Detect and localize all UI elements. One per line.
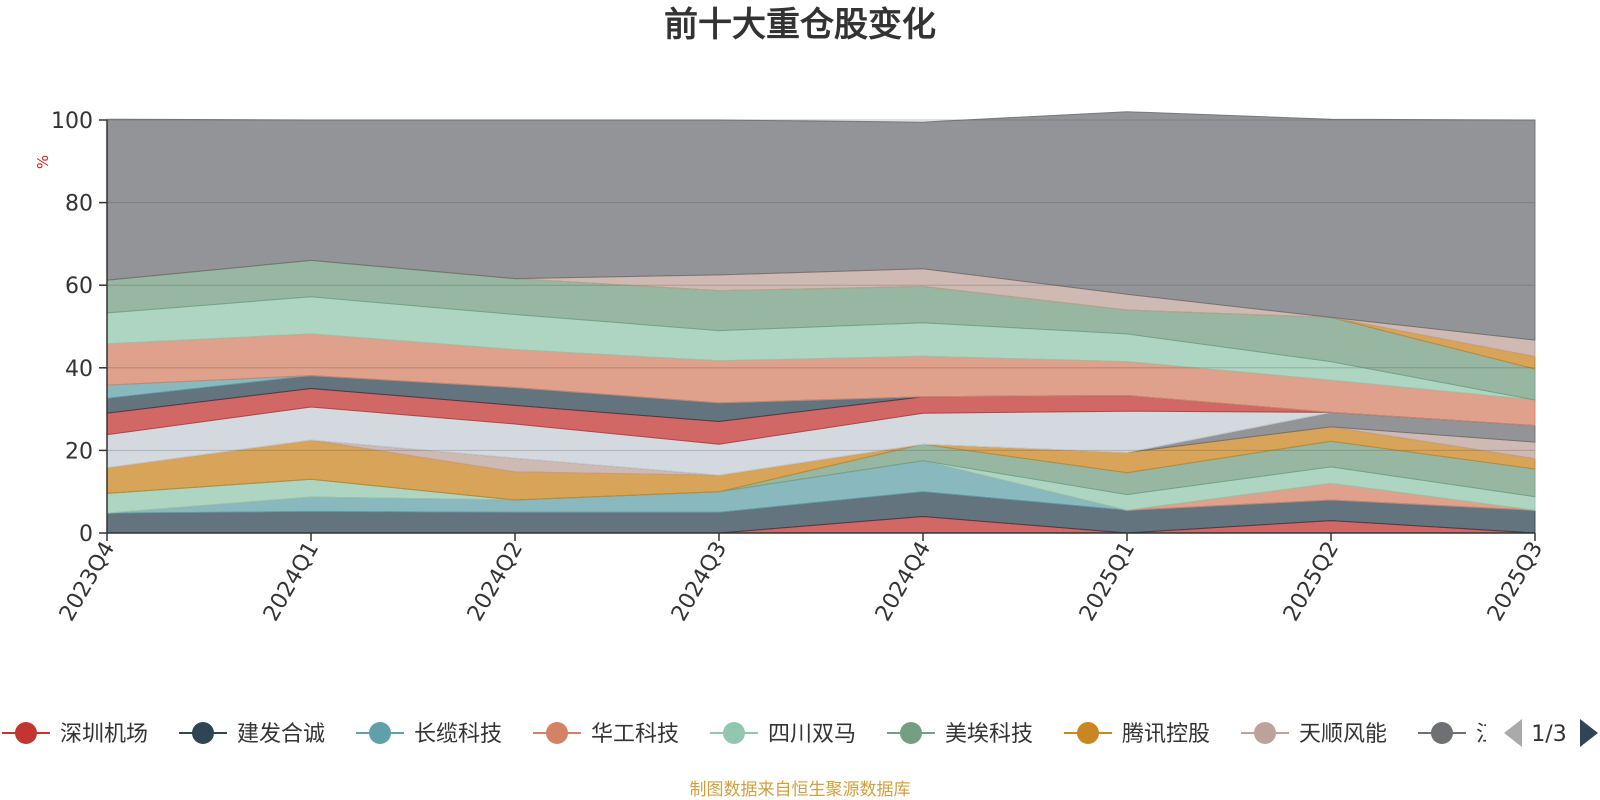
legend-label: 深圳机场 (60, 722, 148, 747)
x-tick-label: 2025Q3 (1483, 538, 1548, 626)
legend-item[interactable]: 江波龙 (1418, 722, 1542, 747)
legend-marker-icon (1077, 722, 1099, 744)
x-tick-label: 2024Q2 (463, 538, 528, 626)
legend-label: 江波龙 (1476, 722, 1542, 747)
x-tick-label: 2024Q4 (871, 538, 936, 626)
legend-label: 华工科技 (591, 722, 679, 747)
legend-marker-icon (192, 722, 214, 744)
legend-item[interactable]: 华工科技 (533, 722, 679, 747)
legend-item[interactable]: 美埃科技 (887, 722, 1033, 747)
y-axis-label: % (34, 155, 52, 169)
legend-item[interactable]: 长缆科技 (356, 722, 502, 747)
legend-item[interactable]: 四川双马 (710, 722, 856, 747)
x-tick-label: 2024Q1 (259, 538, 324, 626)
legend-label: 建发合诚 (237, 722, 325, 747)
legend-label: 腾讯控股 (1122, 722, 1210, 747)
x-tick-label: 2025Q1 (1075, 538, 1140, 626)
legend-item[interactable]: 建发合诚 (179, 722, 325, 747)
legend-label: 天顺风能 (1299, 722, 1387, 747)
y-tick-label: 0 (79, 522, 93, 547)
legend-pager: 1/3 (1504, 719, 1598, 747)
legend-label: 四川双马 (768, 722, 856, 747)
legend-marker-icon (1431, 722, 1453, 744)
x-tick-label: 2024Q3 (667, 538, 732, 626)
legend-marker-icon (369, 722, 391, 744)
y-tick-label: 80 (65, 192, 93, 217)
chart-title: 前十大重仓股变化 (664, 5, 936, 45)
legend-prev-page-icon[interactable] (1504, 719, 1522, 747)
y-tick-label: 20 (65, 439, 93, 464)
area-series-19[interactable] (106, 111, 1536, 341)
legend-marker-icon (723, 722, 745, 744)
legend-marker-icon (1254, 722, 1276, 744)
legend-label: 美埃科技 (945, 722, 1033, 747)
legend-item[interactable]: 腾讯控股 (1064, 722, 1210, 747)
x-tick-label: 2025Q2 (1279, 538, 1344, 626)
legend-item[interactable]: 深圳机场 (2, 722, 148, 747)
legend-items: 深圳机场 建发合诚 长缆科技 华工科技 四川双马 美埃科技 腾讯控股 天顺风能 江波龙 (2, 722, 1542, 747)
legend-marker-icon (900, 722, 922, 744)
y-tick-label: 60 (65, 274, 93, 299)
legend-marker-icon (546, 722, 568, 744)
legend-marker-icon (15, 722, 37, 744)
legend-label: 长缆科技 (414, 722, 502, 747)
legend-page-label: 1/3 (1531, 722, 1566, 747)
y-tick-label: 100 (51, 109, 93, 134)
legend: 深圳机场 建发合诚 长缆科技 华工科技 四川双马 美埃科技 腾讯控股 天顺风能 江波龙 1/3 (2, 719, 1598, 747)
x-tick-label: 2023Q4 (55, 538, 120, 626)
data-source-note: 制图数据来自恒生聚源数据库 (690, 780, 911, 800)
legend-item[interactable]: 天顺风能 (1241, 722, 1387, 747)
plot-area (106, 111, 1536, 534)
legend-next-page-icon[interactable] (1580, 719, 1598, 747)
y-tick-label: 40 (65, 357, 93, 382)
